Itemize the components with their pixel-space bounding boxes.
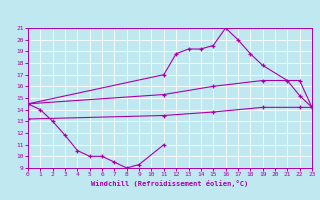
X-axis label: Windchill (Refroidissement éolien,°C): Windchill (Refroidissement éolien,°C) [92, 180, 249, 187]
